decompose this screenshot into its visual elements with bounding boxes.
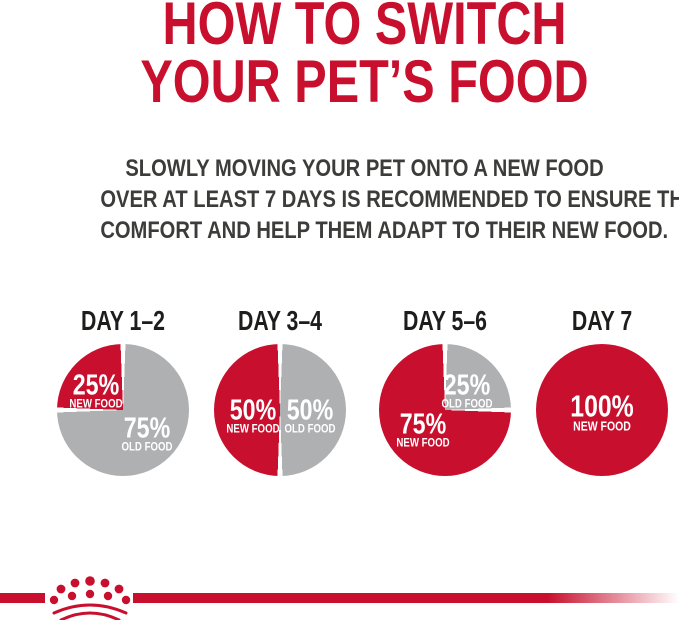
- title-line-1: HOW TO SWITCH: [162, 0, 567, 57]
- old-food-caption: OLD FOOD: [284, 423, 336, 436]
- day-3-4-column: DAY 3–4 50% NEW FOOD 50% OLD FOOD: [214, 306, 346, 476]
- footer-red-bar-left: [0, 593, 45, 603]
- transition-pie-charts: DAY 1–2 25% NEW FOOD 75% OLD FOOD DAY 3–…: [50, 306, 679, 486]
- day-7-pie-chart: 100% NEW FOOD: [536, 344, 668, 476]
- new-food-caption: NEW FOOD: [69, 398, 123, 411]
- day-7-column: DAY 7 100% NEW FOOD: [536, 306, 668, 476]
- old-food-percent: 50%: [287, 394, 334, 427]
- new-food-percent: 100%: [570, 388, 634, 424]
- intro-line-3: COMFORT AND HELP THEM ADAPT TO THEIR NEW…: [100, 217, 669, 244]
- day-5-6-column: DAY 5–6 25% OLD FOOD 75% NEW FOOD: [379, 306, 511, 476]
- new-food-caption: NEW FOOD: [395, 437, 450, 450]
- new-food-slice-label: 25% NEW FOOD: [64, 369, 127, 411]
- intro-line-2: OVER AT LEAST 7 DAYS IS RECOMMENDED TO E…: [100, 186, 679, 213]
- day-3-4-pie-chart: 50% NEW FOOD 50% OLD FOOD: [214, 344, 346, 476]
- old-food-slice-label: 50% OLD FOOD: [280, 394, 341, 436]
- day-5-6-label: DAY 5–6: [402, 305, 488, 336]
- royal-canin-crown-icon: [49, 576, 131, 620]
- day-5-6-pie-chart: 25% OLD FOOD 75% NEW FOOD: [379, 344, 511, 476]
- intro-line-1: SLOWLY MOVING YOUR PET ONTO A NEW FOOD: [125, 155, 604, 182]
- day-1-2-column: DAY 1–2 25% NEW FOOD 75% OLD FOOD: [57, 306, 189, 476]
- new-food-percent: 75%: [399, 408, 446, 441]
- new-food-slice-label: 100% NEW FOOD: [562, 388, 641, 434]
- day-3-4-label: DAY 3–4: [237, 305, 323, 336]
- new-food-slice-label: 75% NEW FOOD: [391, 408, 454, 450]
- old-food-slice-label: 25% OLD FOOD: [436, 369, 497, 411]
- new-food-caption: NEW FOOD: [226, 423, 280, 436]
- old-food-percent: 75%: [123, 412, 170, 445]
- day-7-label: DAY 7: [571, 305, 633, 336]
- new-food-percent: 25%: [72, 369, 120, 402]
- old-food-caption: OLD FOOD: [441, 398, 493, 411]
- footer-red-bar-right: [133, 593, 679, 603]
- title-line-2: YOUR PET’S FOOD: [140, 48, 589, 115]
- new-food-slice-label: 50% NEW FOOD: [221, 394, 284, 436]
- intro-text: SLOWLY MOVING YOUR PET ONTO A NEW FOOD O…: [50, 153, 679, 246]
- new-food-percent: 50%: [229, 394, 277, 427]
- page-title: HOW TO SWITCH YOUR PET’S FOOD: [50, 0, 679, 115]
- old-food-caption: OLD FOOD: [121, 441, 173, 454]
- old-food-slice-label: 75% OLD FOOD: [116, 412, 177, 454]
- old-food-percent: 25%: [443, 369, 490, 402]
- day-1-2-label: DAY 1–2: [80, 305, 166, 336]
- new-food-caption: NEW FOOD: [573, 419, 631, 434]
- day-1-2-pie-chart: 25% NEW FOOD 75% OLD FOOD: [57, 344, 189, 476]
